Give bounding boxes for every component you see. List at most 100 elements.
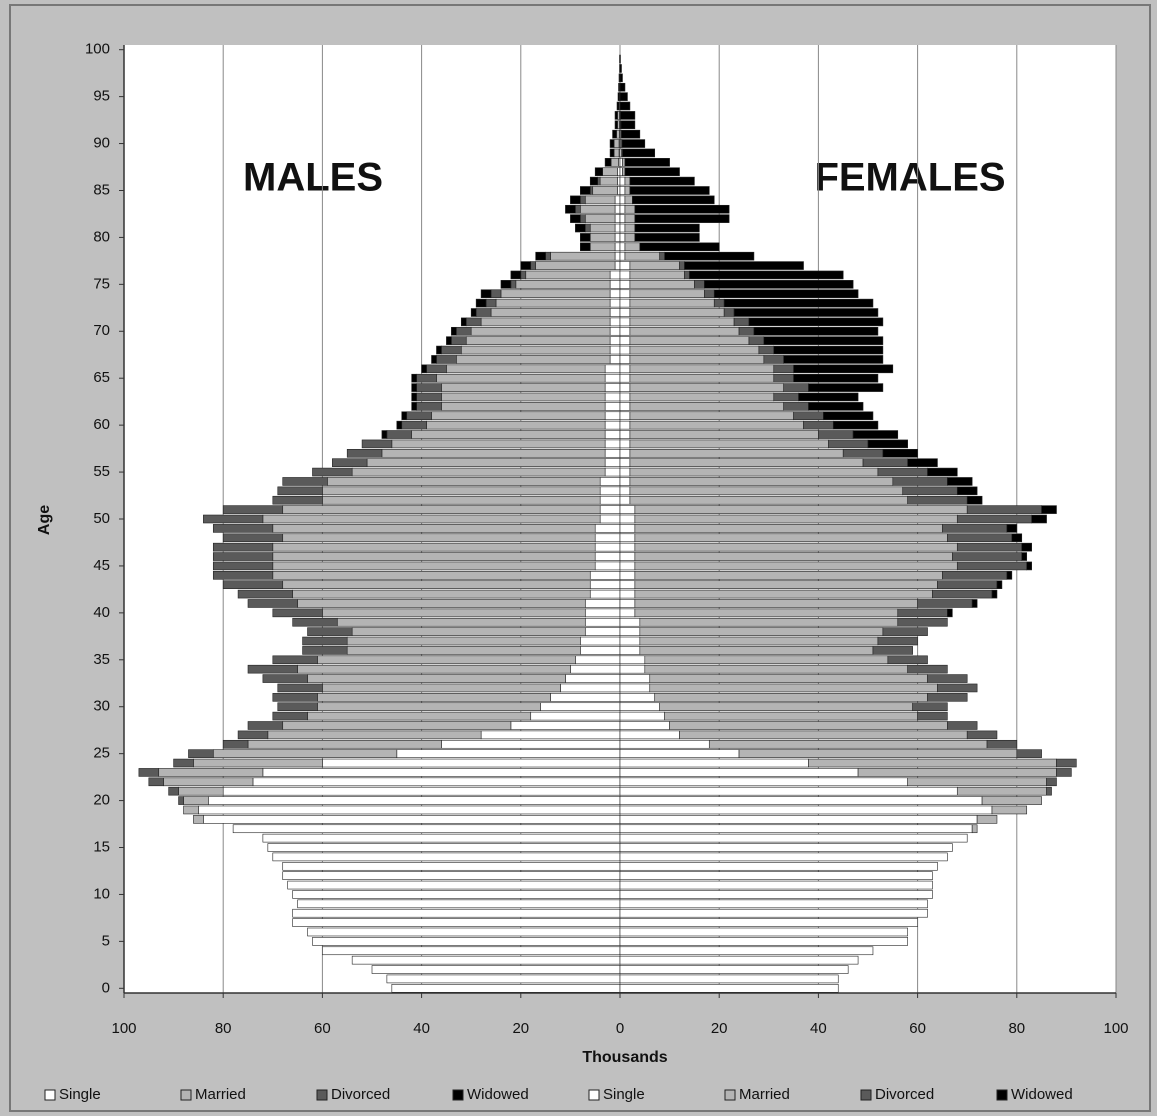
bar xyxy=(614,195,621,205)
bar xyxy=(451,326,457,336)
bar xyxy=(441,383,606,392)
bar xyxy=(616,101,620,111)
bar xyxy=(624,176,631,186)
bar xyxy=(629,411,794,421)
bar xyxy=(619,617,641,627)
bar xyxy=(614,223,621,233)
bar xyxy=(247,664,298,674)
legend-swatch xyxy=(588,1089,600,1101)
bar xyxy=(520,261,532,270)
bar xyxy=(490,308,611,317)
bar xyxy=(619,749,740,758)
bar xyxy=(317,702,541,712)
bar xyxy=(917,599,973,608)
bar xyxy=(411,430,606,439)
bar xyxy=(302,636,348,646)
bar xyxy=(629,383,784,392)
bar xyxy=(634,589,933,599)
bar xyxy=(723,308,735,317)
bar xyxy=(208,796,621,805)
bar xyxy=(823,411,874,421)
bar xyxy=(312,467,353,477)
bar xyxy=(441,739,621,749)
bar xyxy=(584,223,591,233)
bar xyxy=(475,308,492,317)
bar xyxy=(446,336,452,345)
bar xyxy=(604,420,621,430)
bar xyxy=(723,298,874,308)
bar xyxy=(465,317,482,327)
bar xyxy=(966,495,983,505)
bar xyxy=(386,974,621,984)
bar xyxy=(237,730,269,740)
bar xyxy=(619,890,933,899)
bar xyxy=(322,495,601,505)
bar xyxy=(580,204,616,214)
bar xyxy=(470,308,477,317)
bar xyxy=(654,693,928,702)
bar xyxy=(619,402,631,411)
bar xyxy=(991,805,1028,815)
bar xyxy=(168,786,179,796)
bar xyxy=(617,176,621,186)
legend-label: Divorced xyxy=(875,1086,934,1103)
bar xyxy=(753,326,879,336)
bar xyxy=(783,355,884,364)
bar xyxy=(619,270,631,280)
bar xyxy=(748,317,884,327)
bar xyxy=(366,458,606,467)
bar xyxy=(212,524,274,533)
bar xyxy=(619,646,641,655)
bar xyxy=(416,402,442,411)
bar xyxy=(619,880,933,890)
bar xyxy=(500,280,512,289)
bar xyxy=(485,298,497,308)
y-tick-label: 100 xyxy=(85,41,110,58)
bar xyxy=(897,608,948,618)
bar xyxy=(619,73,623,83)
bar xyxy=(589,223,616,233)
bar xyxy=(907,664,948,674)
bar xyxy=(738,749,1018,758)
bar xyxy=(937,580,998,589)
bar xyxy=(629,317,735,327)
bar xyxy=(1011,533,1023,543)
x-tick-label: 60 xyxy=(909,1020,926,1037)
bar xyxy=(828,439,869,449)
y-tick-label: 35 xyxy=(93,651,110,668)
bar xyxy=(580,242,591,252)
bar xyxy=(282,721,512,730)
bar xyxy=(1056,768,1072,777)
bar xyxy=(580,636,621,646)
bar xyxy=(580,233,591,242)
bar xyxy=(212,749,398,758)
bar xyxy=(1016,749,1042,758)
bar xyxy=(758,345,775,355)
bar xyxy=(981,796,1042,805)
bar xyxy=(927,674,968,683)
bar xyxy=(619,195,626,205)
bar xyxy=(991,589,998,599)
bar xyxy=(644,655,889,665)
bar xyxy=(619,730,680,740)
bar xyxy=(619,965,849,974)
bar xyxy=(584,195,616,205)
bar xyxy=(604,430,621,439)
bar xyxy=(431,355,437,364)
bar xyxy=(570,214,581,223)
bar xyxy=(619,786,958,796)
bar xyxy=(917,711,948,721)
bar xyxy=(649,683,938,693)
bar xyxy=(639,617,899,627)
bar xyxy=(530,261,536,270)
bar xyxy=(580,195,586,205)
bar xyxy=(704,280,854,289)
bar xyxy=(525,270,611,280)
bar xyxy=(857,768,1057,777)
bar xyxy=(659,702,913,712)
bar xyxy=(808,402,864,411)
bar xyxy=(272,542,596,552)
bar xyxy=(609,280,621,289)
bar xyxy=(1006,524,1018,533)
bar xyxy=(619,683,651,693)
